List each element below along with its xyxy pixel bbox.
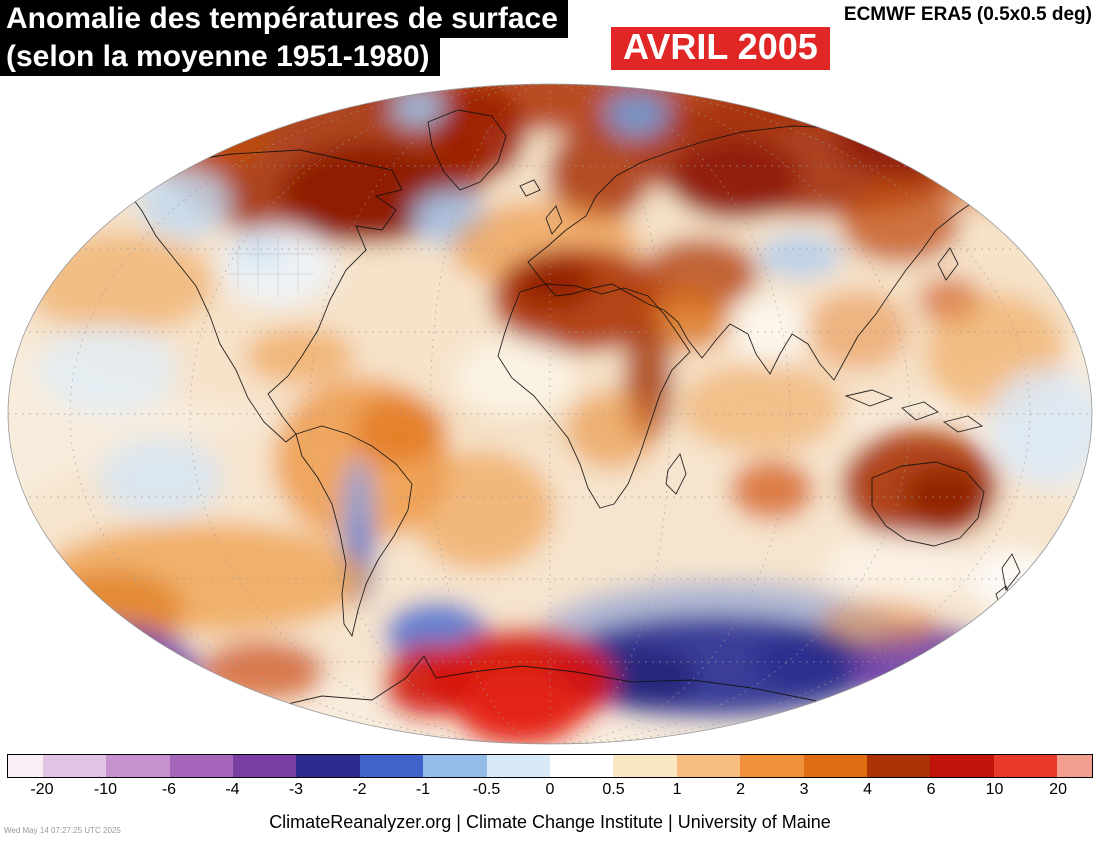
colorbar-segment xyxy=(359,755,424,777)
colorbar-tick: 0.5 xyxy=(602,781,625,798)
colorbar-tick: 6 xyxy=(926,781,936,798)
colorbar-tick: 2 xyxy=(736,781,745,798)
colorbar-segment xyxy=(423,755,487,777)
colorbar-segment xyxy=(1057,755,1092,777)
colorbar-tick: 10 xyxy=(985,781,1004,798)
colorbar-tick: -3 xyxy=(288,781,304,798)
world-map xyxy=(7,83,1093,745)
colorbar-segment xyxy=(486,755,550,777)
colorbar-tick: 1 xyxy=(672,781,682,798)
colorbar-segment xyxy=(866,755,931,777)
colorbar-segment xyxy=(676,755,741,777)
colorbar-tick: -2 xyxy=(352,781,367,798)
map-outline xyxy=(7,83,1093,745)
title-block: Anomalie des températures de surface (se… xyxy=(0,0,568,77)
colorbar-segment xyxy=(740,755,804,777)
colorbar-tick: -20 xyxy=(30,781,54,798)
colorbar-tick: -0.5 xyxy=(472,781,501,798)
colorbar-segment xyxy=(613,755,677,777)
colorbar-segment xyxy=(549,755,614,777)
map-title-line2: (selon la moyenne 1951-1980) xyxy=(0,38,440,77)
colorbar-tick: 3 xyxy=(799,781,809,798)
footer-credit: ClimateReanalyzer.org | Climate Change I… xyxy=(269,812,831,832)
generation-timestamp: Wed May 14 07:27:25 UTC 2025 xyxy=(4,826,121,835)
colorbar-tick: -4 xyxy=(225,781,240,798)
colorbar-tick: -6 xyxy=(161,781,177,798)
colorbar-segment xyxy=(169,755,234,777)
colorbar-segment xyxy=(930,755,994,777)
map-state-borders xyxy=(228,236,314,296)
colorbar-segment xyxy=(993,755,1058,777)
colorbar-segment xyxy=(803,755,867,777)
date-badge: AVRIL 2005 xyxy=(611,27,830,70)
colorbar: -20 -10 -6 -4 -3 -2 -1 -0.5 0 0.5 1 2 3 4 6 10 20 xyxy=(7,754,1093,803)
colorbar-scale xyxy=(7,754,1093,778)
colorbar-tick: 20 xyxy=(1049,781,1067,798)
colorbar-segment xyxy=(106,755,170,777)
colorbar-segment xyxy=(8,755,43,777)
dataset-label: ECMWF ERA5 (0.5x0.5 deg) xyxy=(843,4,1092,25)
colorbar-segment xyxy=(233,755,297,777)
colorbar-segment xyxy=(42,755,107,777)
colorbar-tick-labels: -20 -10 -6 -4 -3 -2 -1 -0.5 0 0.5 1 2 3 4 6 10 20 xyxy=(7,781,1093,803)
map-title-line1: Anomalie des températures de surface xyxy=(0,0,568,39)
colorbar-tick: -1 xyxy=(415,781,431,798)
colorbar-segment xyxy=(296,755,360,777)
colorbar-tick: -10 xyxy=(93,781,117,798)
colorbar-tick: 0 xyxy=(545,781,555,798)
colorbar-tick: 4 xyxy=(863,781,872,798)
